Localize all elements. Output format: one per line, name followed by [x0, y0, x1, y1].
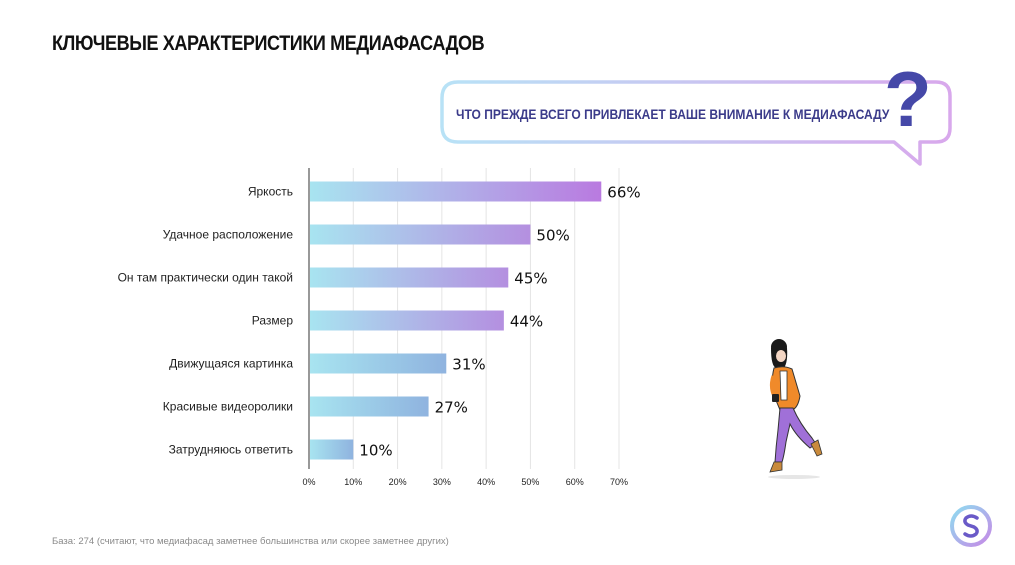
category-label: Удачное расположение	[163, 228, 294, 242]
x-tick-label: 40%	[477, 477, 495, 487]
value-label: 45%	[514, 270, 547, 288]
value-label: 31%	[452, 356, 485, 374]
bar	[310, 439, 354, 460]
question-bubble: ЧТО ПРЕЖДЕ ВСЕГО ПРИВЛЕКАЕТ ВАШЕ ВНИМАНИ…	[436, 55, 958, 172]
page-title: КЛЮЧЕВЫЕ ХАРАКТЕРИСТИКИ МЕДИАФАСАДОВ	[52, 32, 485, 55]
x-tick-label: 60%	[566, 477, 584, 487]
chart-x-axis: 0% 10% 20% 30% 40% 50% 60% 70%	[302, 477, 628, 487]
category-label: Затрудняюсь ответить	[169, 443, 293, 457]
question-text: ЧТО ПРЕЖДЕ ВСЕГО ПРИВЛЕКАЕТ ВАШЕ ВНИМАНИ…	[456, 106, 890, 122]
footnote: База: 274 (считают, что медиафасад замет…	[52, 536, 449, 547]
brand-logo	[950, 505, 992, 547]
category-label: Яркость	[248, 185, 293, 199]
category-label: Он там практически один такой	[118, 271, 293, 285]
speech-bubble-shape	[440, 80, 952, 166]
value-label: 50%	[536, 227, 569, 245]
chart-labels: Яркость 66% Удачное расположение 50% Он там …	[118, 184, 641, 460]
bar	[310, 353, 447, 374]
category-label: Красивые видеоролики	[163, 400, 293, 414]
category-label: Размер	[252, 314, 294, 328]
bar	[310, 181, 602, 202]
value-label: 27%	[435, 399, 468, 417]
x-tick-label: 20%	[389, 477, 407, 487]
x-tick-label: 30%	[433, 477, 451, 487]
chart-bars	[310, 181, 602, 460]
bar	[310, 396, 429, 417]
question-mark-icon: ?	[884, 55, 932, 143]
x-tick-label: 70%	[610, 477, 628, 487]
bar	[310, 224, 531, 245]
walking-woman-illustration	[768, 339, 823, 479]
category-label: Движущаяся картинка	[169, 357, 293, 371]
value-label: 44%	[510, 313, 543, 331]
bar	[310, 267, 509, 288]
value-label: 10%	[359, 442, 392, 460]
bar	[310, 310, 504, 331]
value-label: 66%	[607, 184, 640, 202]
x-tick-label: 0%	[302, 477, 315, 487]
x-tick-label: 10%	[344, 477, 362, 487]
bar-chart: Яркость 66% Удачное расположение 50% Он там …	[118, 168, 641, 487]
x-tick-label: 50%	[521, 477, 539, 487]
